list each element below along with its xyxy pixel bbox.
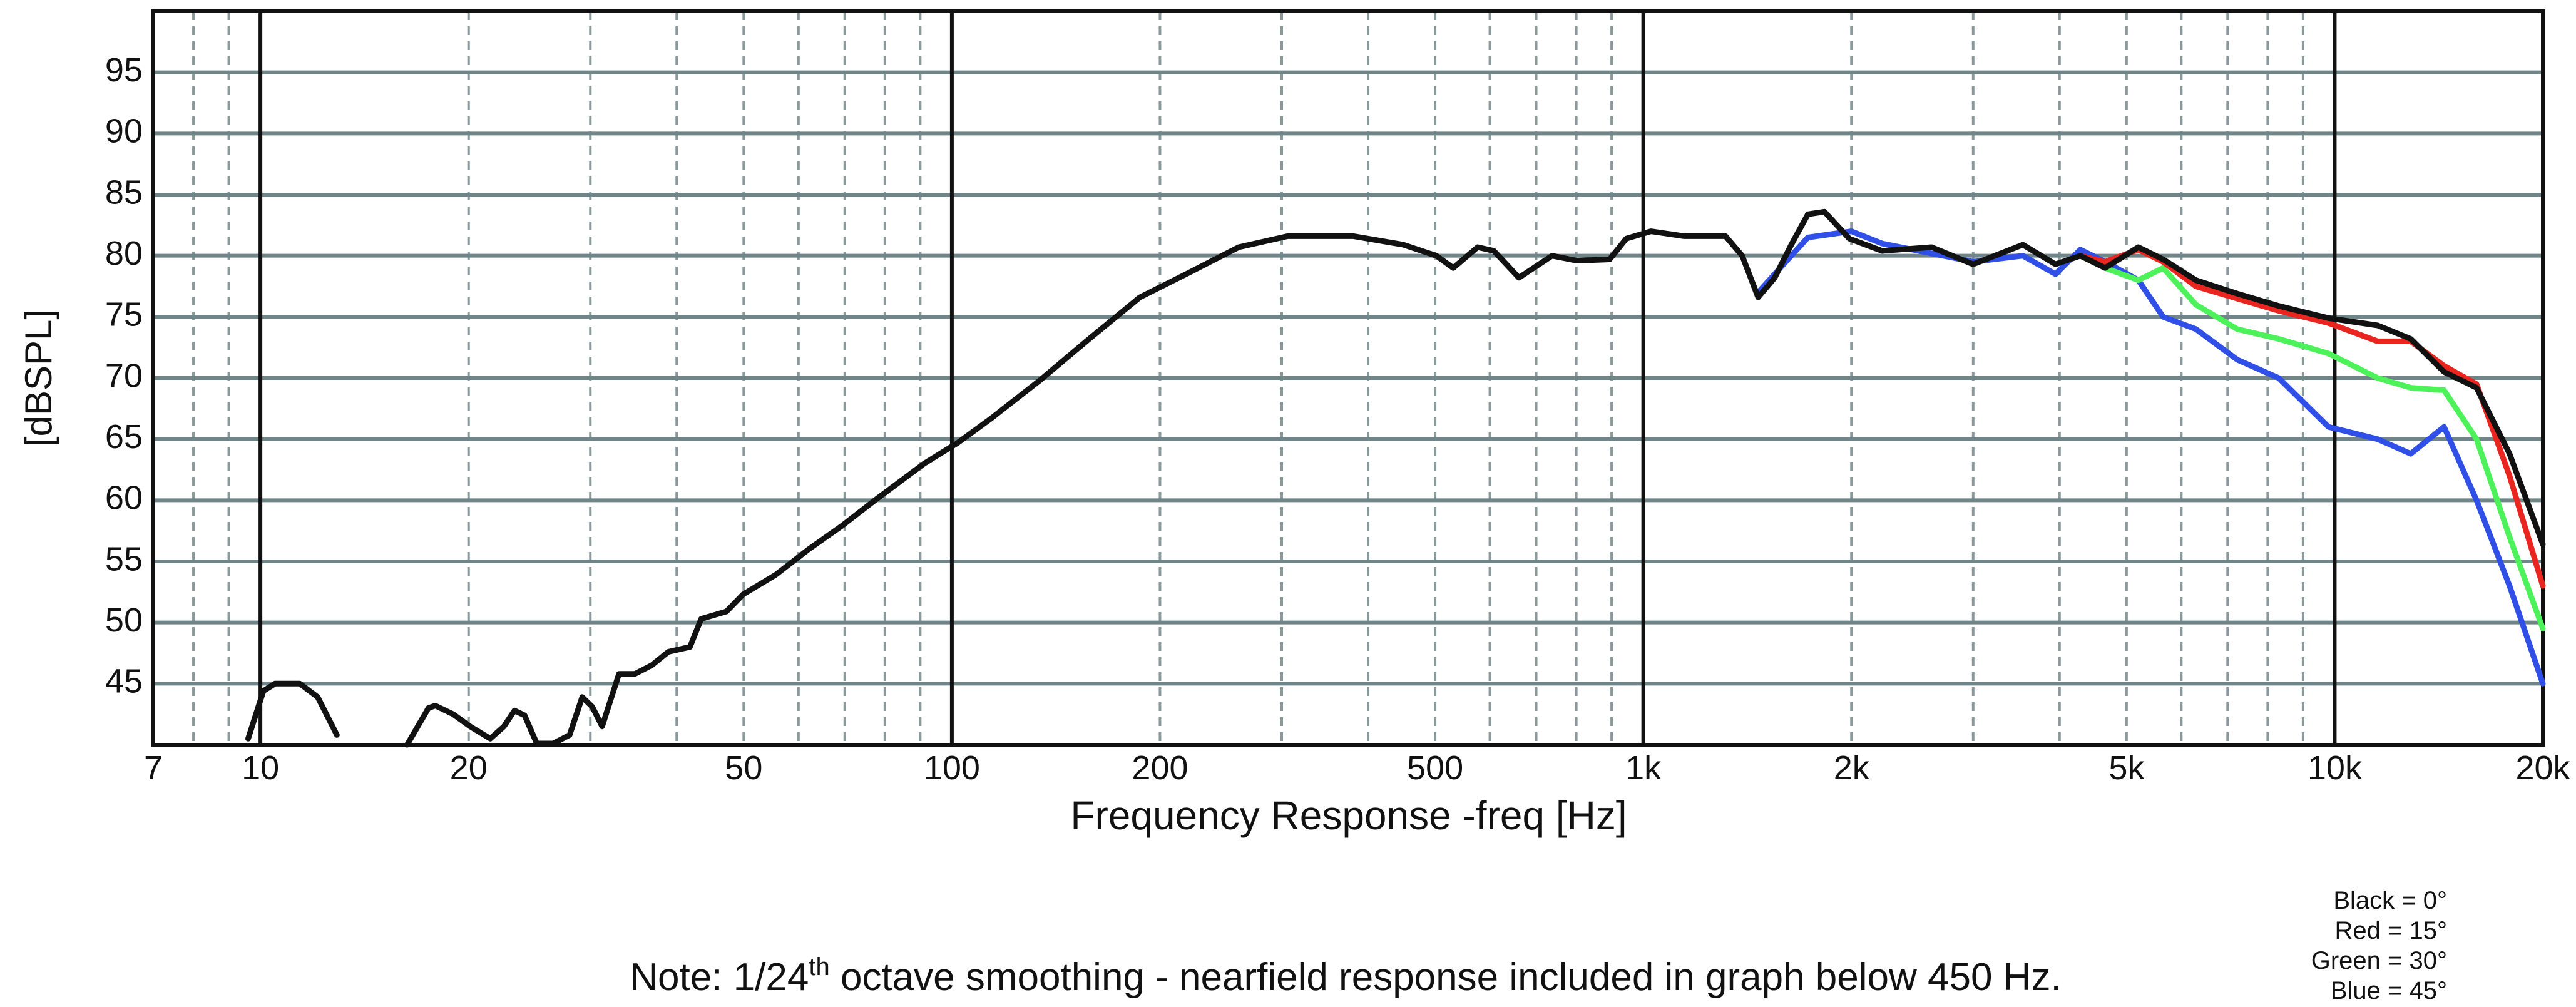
labels: 45 50 55 60 65 70 75 80 85 90 95 7 10 20 50 100 200 500 1k… — [105, 51, 2571, 1004]
y-tick-label: 70 — [105, 357, 143, 394]
y-tick-label: 45 — [105, 663, 143, 700]
series-line — [245, 680, 340, 742]
x-tick-label: 200 — [1132, 749, 1188, 787]
x-tick-label: 20 — [450, 749, 488, 787]
x-tick-label: 1k — [1625, 749, 1662, 787]
x-tick-label: 10k — [2308, 749, 2363, 787]
y-tick-label: 95 — [105, 51, 143, 89]
x-tick-label: 7 — [144, 749, 163, 787]
plot-frame — [151, 9, 2545, 747]
lines — [245, 208, 2546, 748]
x-tick-label: 20k — [2515, 749, 2570, 787]
note-superscript: th — [809, 953, 829, 981]
note-text: Note: 1/24 — [630, 956, 809, 999]
legend-entry: Black = 0° — [2333, 887, 2447, 914]
y-tick-label: 55 — [105, 540, 143, 578]
y-tick-label: 50 — [105, 601, 143, 639]
x-axis-label: Frequency Response -freq [Hz] — [1070, 793, 1627, 838]
x-tick-label: 100 — [924, 749, 980, 787]
legend-entry: Green = 30° — [2311, 947, 2447, 974]
y-tick-label: 80 — [105, 235, 143, 272]
y-tick-label: 65 — [105, 418, 143, 456]
series-line — [1755, 228, 2546, 687]
x-tick-label: 50 — [725, 749, 762, 787]
note: Note: 1/24th octave smoothing - nearfiel… — [630, 953, 2061, 999]
x-tick-label: 500 — [1407, 749, 1463, 787]
series-line — [2077, 253, 2546, 631]
y-tick-label: 85 — [105, 173, 143, 211]
x-tick-label: 10 — [242, 749, 279, 787]
y-tick-label: 60 — [105, 479, 143, 517]
grid — [151, 9, 2545, 747]
x-tick-label: 5k — [2108, 749, 2145, 787]
note-text: octave smoothing - nearfield response in… — [830, 956, 2062, 999]
legend-entry: Red = 15° — [2335, 917, 2447, 944]
y-tick-label: 75 — [105, 296, 143, 334]
y-axis-label: [dBSPL] — [18, 309, 59, 447]
x-tick-label: 2k — [1834, 749, 1870, 787]
series-line — [404, 208, 2546, 748]
y-tick-label: 90 — [105, 113, 143, 150]
legend-entry: Blue = 45° — [2331, 977, 2447, 1004]
